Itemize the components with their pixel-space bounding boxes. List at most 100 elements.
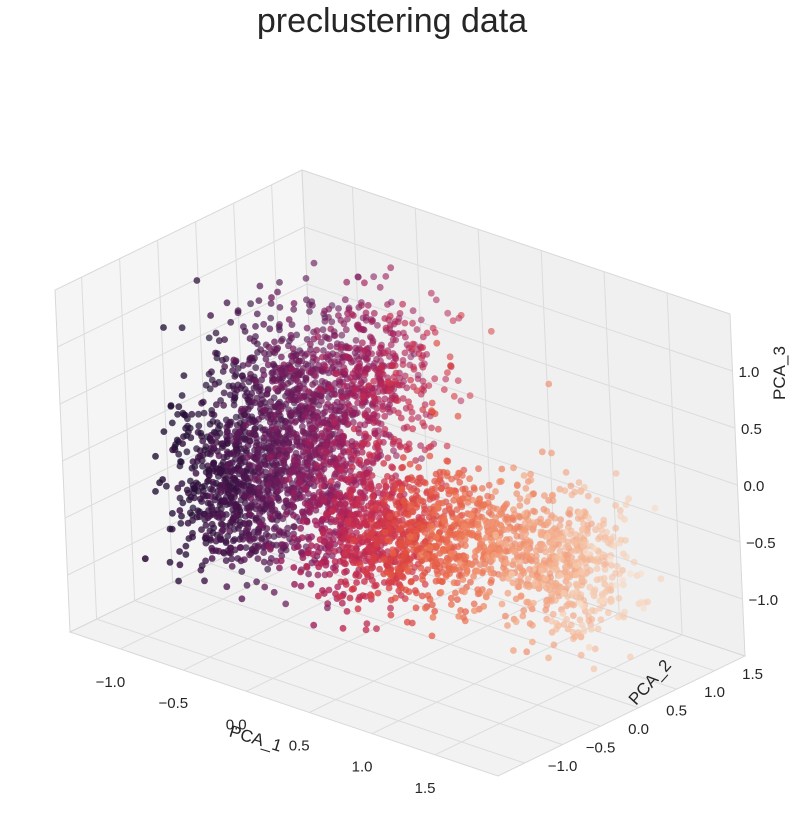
data-point: [468, 531, 475, 539]
data-point: [443, 442, 451, 450]
data-point: [327, 478, 335, 485]
y-tick-label: −1.0: [548, 758, 578, 775]
data-point: [304, 501, 311, 509]
data-point: [325, 586, 333, 594]
data-point: [290, 511, 297, 519]
data-point: [175, 450, 183, 458]
data-point: [600, 597, 607, 605]
data-point: [317, 446, 325, 454]
data-point: [254, 475, 261, 483]
data-point: [361, 347, 369, 355]
data-point: [419, 406, 427, 414]
data-point: [391, 519, 398, 527]
data-point: [355, 501, 363, 509]
data-point: [525, 493, 533, 501]
data-point: [565, 581, 573, 588]
data-point: [310, 259, 318, 267]
data-point: [176, 561, 184, 569]
data-point: [369, 528, 376, 536]
data-point: [550, 641, 558, 649]
data-point: [447, 594, 455, 602]
data-point: [208, 368, 215, 376]
data-point: [159, 476, 167, 483]
data-point: [341, 296, 349, 304]
data-point: [533, 574, 540, 582]
data-point: [236, 544, 244, 551]
data-point: [418, 385, 426, 393]
data-point: [548, 449, 555, 457]
data-point: [180, 433, 187, 440]
data-point: [393, 510, 401, 518]
data-point: [450, 521, 458, 528]
data-point: [355, 566, 363, 574]
data-point: [368, 565, 375, 572]
data-point: [640, 605, 647, 612]
data-point: [458, 503, 466, 511]
data-point: [398, 554, 405, 562]
data-point: [538, 531, 545, 539]
data-point: [358, 448, 366, 456]
data-point: [318, 483, 326, 490]
data-point: [419, 344, 427, 351]
data-point: [625, 495, 632, 503]
data-point: [273, 476, 280, 484]
data-point: [436, 468, 444, 476]
data-point: [407, 501, 415, 509]
data-point: [531, 579, 539, 587]
data-point: [556, 522, 564, 529]
data-point: [168, 525, 176, 533]
data-point: [208, 465, 216, 473]
data-point: [265, 532, 272, 540]
data-point: [552, 596, 559, 604]
data-point: [564, 625, 572, 633]
data-point: [302, 374, 310, 382]
data-point: [504, 622, 511, 629]
data-point: [487, 327, 495, 335]
data-point: [229, 537, 237, 545]
data-point: [326, 342, 334, 350]
data-point: [218, 527, 226, 535]
data-point: [595, 535, 602, 543]
data-point: [399, 300, 406, 308]
data-point: [359, 439, 367, 447]
data-point: [386, 571, 394, 578]
data-point: [219, 521, 226, 529]
data-point: [585, 514, 592, 522]
data-point: [406, 533, 414, 540]
data-point: [349, 537, 357, 545]
data-point: [543, 597, 550, 605]
data-point: [389, 464, 397, 472]
data-point: [366, 478, 374, 485]
data-point: [427, 289, 435, 297]
data-point: [355, 324, 363, 332]
data-point: [562, 469, 570, 476]
data-point: [223, 299, 231, 307]
data-point: [451, 566, 459, 573]
data-point: [320, 476, 328, 484]
data-point: [520, 607, 528, 614]
data-point: [350, 451, 358, 459]
data-point: [297, 402, 305, 410]
data-point: [244, 454, 251, 461]
data-point: [261, 349, 268, 357]
data-point: [193, 277, 201, 284]
data-point: [220, 401, 228, 409]
data-point: [393, 452, 400, 459]
data-point: [225, 382, 233, 390]
data-point: [336, 593, 343, 601]
data-point: [442, 375, 450, 383]
data-point: [495, 537, 503, 545]
data-point: [319, 326, 327, 334]
data-point: [556, 485, 564, 493]
data-point: [485, 546, 492, 554]
data-point: [486, 528, 493, 535]
data-point: [245, 360, 252, 368]
data-point: [428, 424, 435, 432]
data-point: [251, 399, 259, 407]
data-point: [606, 555, 614, 563]
data-point: [308, 424, 316, 431]
data-point: [210, 444, 218, 451]
data-point: [187, 509, 194, 517]
data-point: [216, 467, 224, 475]
data-point: [211, 380, 219, 388]
